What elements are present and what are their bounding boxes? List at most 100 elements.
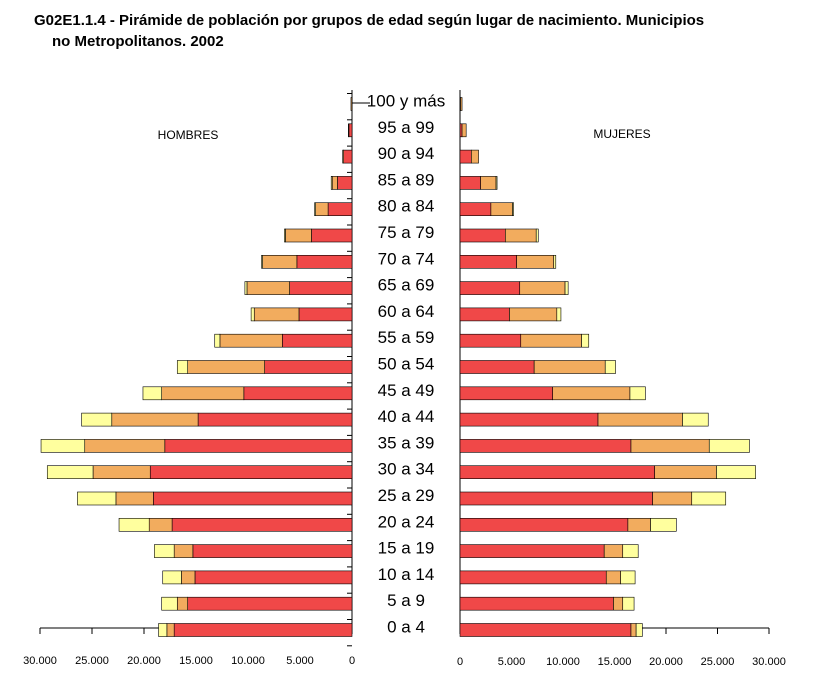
hombres-bar-segment-1 [164, 439, 353, 453]
mujeres-bar-segment-3 [622, 544, 639, 558]
mujeres-bar-segment-3 [716, 465, 756, 480]
hombres-bar-segment-1 [171, 517, 353, 532]
hombres-tick-label: 0 [349, 655, 355, 667]
age-group-label: 65 a 69 [378, 276, 435, 295]
mujeres-bar-segment-3 [708, 439, 750, 453]
age-group-label: 80 a 84 [378, 197, 435, 216]
hombres-bar-segment-1 [243, 386, 353, 401]
hombres-bar-segment-1 [194, 570, 353, 585]
hombres-label: HOMBRES [158, 128, 219, 142]
mujeres-tick-label: 30.000 [752, 656, 786, 668]
age-group-label: 45 a 49 [378, 381, 435, 400]
mujeres-bar-segment-1 [459, 623, 632, 637]
hombres-tick-label: 10.000 [231, 655, 265, 667]
mujeres-bar-segment-2 [505, 228, 537, 243]
age-group-label: 5 a 9 [387, 591, 425, 610]
mujeres-bar-segment-1 [459, 360, 535, 374]
hombres-bar-segment-3 [158, 623, 168, 637]
hombres-tick-labels: 30.000 25.000 20.000 15.000 10.000 5.000 0 [23, 655, 355, 667]
age-group-label: 100 y más [367, 92, 445, 111]
hombres-bar-segment-2 [173, 544, 194, 558]
hombres-bar-segment-2 [285, 228, 312, 243]
hombres-bar-segment-2 [246, 281, 290, 295]
age-group-label: 75 a 79 [378, 223, 435, 242]
mujeres-bar-segment-2 [652, 491, 693, 506]
hombres-bar-segment-3 [142, 386, 162, 401]
hombres-bar-segment-3 [161, 596, 178, 611]
age-group-label: 0 a 4 [387, 618, 425, 637]
mujeres-bar-segment-3 [622, 596, 635, 611]
mujeres-bar-segment-3 [581, 333, 590, 348]
hombres-bar-segment-1 [264, 360, 353, 374]
mujeres-bar-segment-2 [516, 255, 555, 269]
chart-title-line-2: no Metropolitanos. 2002 [52, 33, 224, 50]
mujeres-bar-segment-2 [630, 623, 637, 637]
hombres-bar-segment-2 [161, 386, 245, 401]
mujeres-bar-segment-2 [597, 412, 683, 427]
mujeres-bar-segment-2 [654, 465, 717, 480]
mujeres-bar-segment-2 [627, 517, 651, 532]
mujeres-bar-segment-3 [604, 360, 616, 374]
mujeres-bar-segment-1 [459, 491, 653, 506]
mujeres-bar-segment-1 [459, 412, 599, 427]
hombres-tick-label: 5.000 [286, 655, 314, 667]
mujeres-bar-segment-3 [556, 307, 562, 322]
mujeres-bar-segment-1 [459, 544, 605, 558]
mujeres-bar-segment-1 [459, 202, 492, 216]
mujeres-bar-segment-3 [495, 176, 498, 190]
hombres-bar-segment-1 [192, 544, 353, 558]
hombres-bar-segment-1 [197, 412, 353, 427]
mujeres-bar-segment-1 [459, 307, 510, 322]
hombres-bar-segment-2 [84, 439, 166, 453]
hombres-bar-segment-1 [298, 307, 353, 322]
mujeres-bar-segment-3 [535, 228, 539, 243]
age-group-labels: 100 y más 95 a 99 90 a 94 85 a 89 80 a 84 75 … [367, 92, 445, 637]
hombres-bar-segment-3 [118, 517, 150, 532]
mujeres-bar-segment-1 [459, 439, 632, 453]
hombres-bar-segment-2 [187, 360, 265, 374]
mujeres-tick-label: 10.000 [546, 656, 580, 668]
mujeres-bar-segment-2 [605, 570, 621, 585]
mujeres-bar-segment-1 [459, 517, 629, 532]
mujeres-bar-segment-1 [459, 123, 463, 138]
mujeres-label: MUJERES [593, 127, 650, 141]
mujeres-bar-segment-1 [459, 281, 521, 295]
mujeres-tick-label: 0 [457, 656, 463, 668]
mujeres-bar-segment-2 [461, 123, 467, 138]
mujeres-bar-segment-3 [650, 517, 677, 532]
age-group-label: 40 a 44 [378, 407, 435, 426]
hombres-tick-label: 30.000 [23, 655, 57, 667]
mujeres-bar-segment-2 [533, 360, 606, 374]
hombres-bar-segment-3 [261, 255, 263, 269]
mujeres-tick-label: 15.000 [598, 656, 632, 668]
hombres-bar-segment-1 [296, 255, 353, 269]
hombres-bar-segment-1 [153, 491, 353, 506]
mujeres-bar-segment-3 [682, 412, 709, 427]
mujeres-bar-segment-1 [459, 149, 472, 164]
mujeres-bar-segment-3 [620, 570, 636, 585]
hombres-tick-label: 25.000 [75, 655, 109, 667]
mujeres-bar-segment-1 [459, 255, 517, 269]
age-group-label: 25 a 29 [378, 486, 435, 505]
age-group-label: 20 a 24 [378, 512, 435, 531]
hombres-bar-segment-2 [111, 412, 199, 427]
mujeres-bar-segment-1 [459, 596, 614, 611]
mujeres-bar-segment-2 [630, 439, 710, 453]
mujeres-bar-segment-3 [635, 623, 643, 637]
age-group-label: 35 a 39 [378, 433, 435, 452]
mujeres-bar-segment-2 [613, 596, 624, 611]
hombres-bar-segment-1 [282, 333, 353, 348]
mujeres-bar-segment-2 [552, 386, 631, 401]
mujeres-tick-label: 25.000 [701, 656, 735, 668]
hombres-bar-segment-2 [166, 623, 175, 637]
age-group-label: 85 a 89 [378, 170, 435, 189]
mujeres-bar-segment-1 [459, 228, 506, 243]
hombres-bar-segment-3 [330, 176, 333, 190]
hombres-bar-segment-1 [311, 228, 353, 243]
age-group-label: 15 a 19 [378, 539, 435, 558]
mujeres-tick-labels: 0 5.000 10.000 15.000 20.000 25.000 30.000 [457, 656, 786, 668]
hombres-bar-segment-3 [284, 228, 286, 243]
mujeres-tick-label: 5.000 [498, 656, 526, 668]
age-group-label: 95 a 99 [378, 118, 435, 137]
age-group-label: 60 a 64 [378, 302, 435, 321]
